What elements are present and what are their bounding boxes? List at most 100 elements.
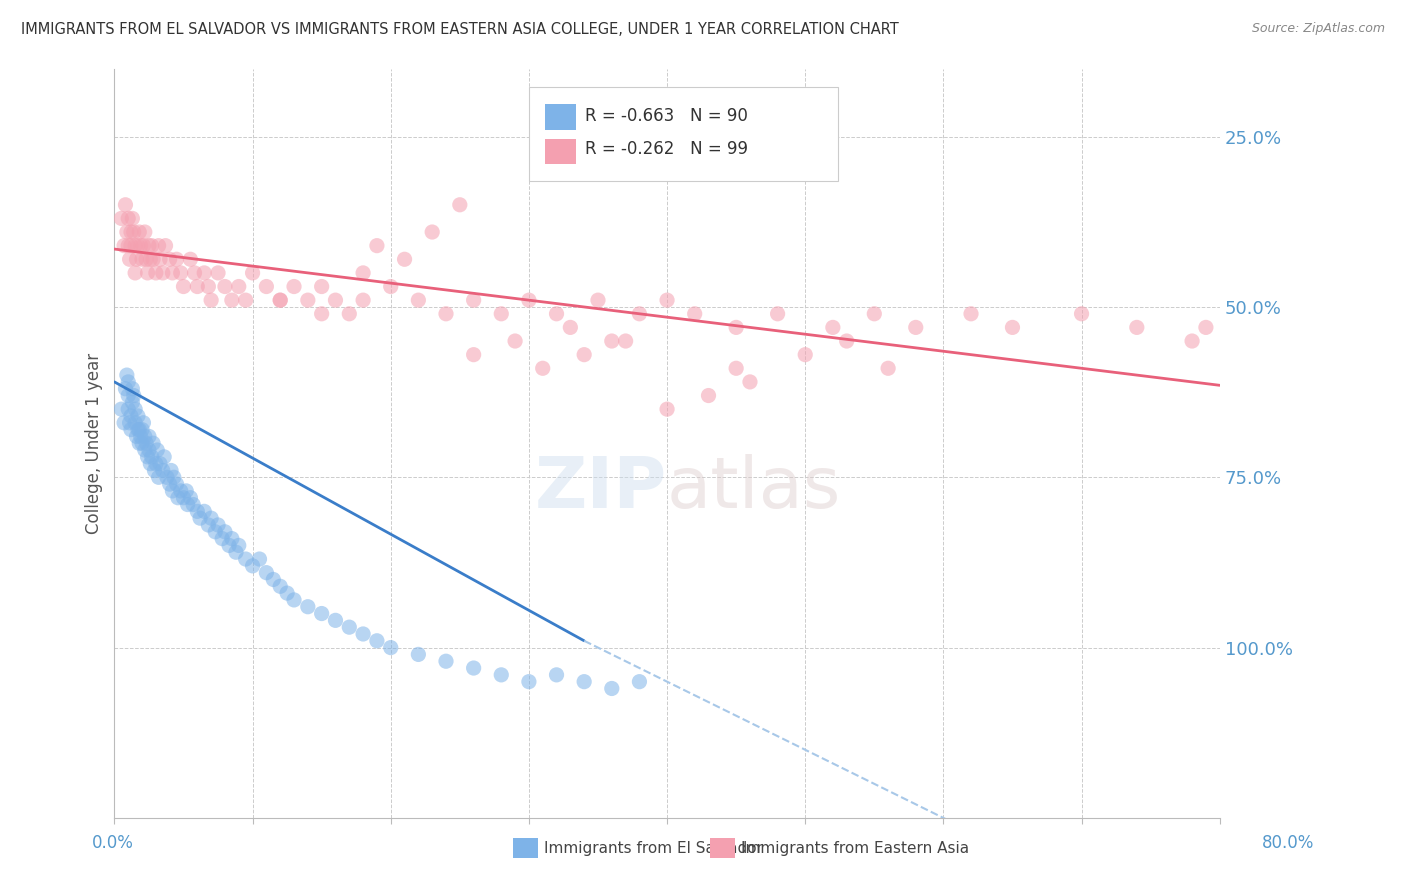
Point (121, 211, 143, 226)
Point (118, 252, 141, 267)
Point (200, 293, 222, 307)
Point (366, 238, 388, 252)
Point (197, 279, 219, 293)
Point (129, 429, 152, 443)
Point (117, 211, 139, 226)
Point (877, 361, 900, 376)
Point (766, 307, 789, 321)
Point (228, 279, 250, 293)
Point (173, 279, 195, 293)
Point (269, 293, 291, 307)
Y-axis label: College, Under 1 year: College, Under 1 year (86, 352, 103, 533)
Point (141, 450, 163, 464)
Point (600, 334, 623, 348)
Point (863, 307, 886, 321)
Point (904, 320, 927, 334)
Point (145, 266, 167, 280)
Point (112, 238, 135, 252)
Point (835, 334, 858, 348)
Point (283, 279, 305, 293)
Point (181, 498, 204, 512)
Point (408, 293, 430, 307)
Point (156, 470, 179, 484)
Point (517, 674, 540, 689)
Point (337, 620, 360, 634)
Point (166, 477, 188, 491)
Point (131, 252, 153, 267)
Point (325, 293, 347, 307)
Point (143, 463, 166, 477)
Point (125, 252, 148, 267)
Point (491, 307, 513, 321)
Point (132, 238, 155, 252)
Point (127, 423, 149, 437)
Point (153, 450, 176, 464)
Point (254, 279, 277, 293)
Text: Source: ZipAtlas.com: Source: ZipAtlas.com (1251, 22, 1385, 36)
Point (115, 368, 138, 383)
Point (546, 307, 568, 321)
Point (725, 361, 748, 376)
Point (655, 402, 678, 417)
Point (173, 491, 195, 505)
Point (138, 238, 160, 252)
Point (121, 382, 143, 396)
Point (170, 483, 193, 498)
Point (174, 483, 197, 498)
Point (276, 586, 298, 600)
Point (145, 457, 167, 471)
Point (134, 225, 156, 239)
Point (380, 279, 402, 293)
Point (193, 504, 215, 518)
Point (394, 252, 416, 267)
Text: IMMIGRANTS FROM EL SALVADOR VS IMMIGRANTS FROM EASTERN ASIA COLLEGE, UNDER 1 YEA: IMMIGRANTS FROM EL SALVADOR VS IMMIGRANT… (21, 22, 898, 37)
Point (262, 573, 284, 587)
Point (207, 266, 229, 280)
Point (136, 266, 159, 280)
Text: R = -0.262   N = 99: R = -0.262 N = 99 (585, 140, 748, 159)
Point (117, 388, 139, 402)
Point (325, 613, 347, 627)
Point (112, 416, 135, 430)
Point (176, 498, 198, 512)
Point (148, 238, 170, 252)
Point (366, 633, 388, 648)
Point (114, 198, 136, 212)
Point (163, 470, 186, 484)
Point (614, 334, 637, 348)
Point (600, 681, 623, 696)
Point (146, 443, 169, 458)
Point (186, 279, 208, 293)
Point (183, 266, 205, 280)
Point (159, 252, 181, 267)
Point (434, 654, 457, 668)
Point (1181, 334, 1204, 348)
Point (117, 402, 139, 417)
Point (160, 463, 183, 477)
Point (134, 443, 156, 458)
Text: 0.0%: 0.0% (91, 834, 134, 852)
Point (628, 674, 651, 689)
Point (149, 457, 172, 471)
Point (110, 211, 132, 226)
Point (152, 463, 174, 477)
Point (127, 409, 149, 423)
Point (228, 538, 250, 552)
Point (152, 266, 174, 280)
Text: Immigrants from El Salvador: Immigrants from El Salvador (544, 841, 763, 855)
Point (572, 674, 595, 689)
Point (297, 293, 319, 307)
Point (122, 388, 145, 402)
Point (821, 320, 844, 334)
Point (337, 307, 360, 321)
Point (120, 225, 142, 239)
Point (463, 661, 485, 675)
Text: ZIP: ZIP (534, 454, 666, 523)
Point (204, 524, 226, 539)
Text: Immigrants from Eastern Asia: Immigrants from Eastern Asia (741, 841, 969, 855)
Point (546, 668, 568, 682)
Point (127, 238, 149, 252)
Point (207, 518, 229, 533)
Point (122, 225, 145, 239)
Point (434, 307, 457, 321)
